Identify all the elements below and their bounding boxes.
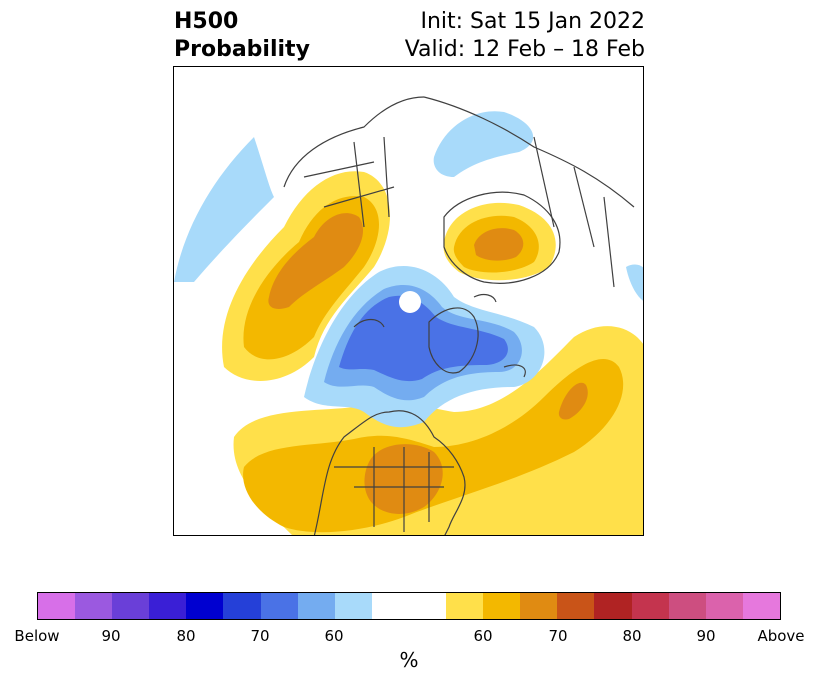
colorbar-swatch: [705, 593, 743, 619]
map-panel: [173, 66, 644, 536]
title-product: Probability: [174, 37, 310, 62]
colorbar-label-above-60: 60: [473, 627, 493, 645]
borders-us: [334, 447, 454, 532]
colorbar-label-above-70: 70: [548, 627, 568, 645]
colorbar-swatch: [112, 593, 150, 619]
colorbar-swatch: [668, 593, 706, 619]
coastline-greenland: [428, 307, 479, 374]
colorbar-label-above: Above: [757, 627, 805, 645]
colorbar-swatch: [742, 593, 780, 619]
colorbar-label-below-80: 80: [176, 627, 196, 645]
colorbar-label-below-70: 70: [250, 627, 270, 645]
light-blue-region-siberia: [433, 111, 534, 177]
colorbar-label-above-90: 90: [696, 627, 716, 645]
colorbar-swatch: [186, 593, 224, 619]
colorbar-swatch: [75, 593, 113, 619]
probability-map: [174, 96, 643, 535]
borders-asia: [303, 136, 615, 288]
colorbar-swatch: [557, 593, 595, 619]
coastline-arctic-islands: [353, 293, 526, 378]
colorbar-unit: %: [399, 648, 419, 672]
colorbar-swatch: [371, 593, 409, 619]
colorbar-swatch: [38, 593, 76, 619]
coastline-asia-east: [423, 96, 635, 208]
colorbar-swatch: [594, 593, 632, 619]
colorbar: [37, 592, 781, 620]
ridge-europe-core: [474, 228, 524, 261]
coastlines: [283, 96, 635, 535]
colorbar-swatch: [334, 593, 372, 619]
colorbar-swatch: [446, 593, 484, 619]
ridge-america-mid: [243, 358, 624, 533]
ridge-atlantic-core: [558, 382, 588, 420]
colorbar-swatch: [408, 593, 447, 619]
trough-arctic-inner: [339, 295, 508, 382]
light-blue-region-east-edge: [626, 264, 643, 301]
pole-hole: [399, 291, 421, 313]
colorbar-label-below-60: 60: [324, 627, 344, 645]
colorbar-swatch: [149, 593, 187, 619]
colorbar-swatch: [483, 593, 521, 619]
colorbar-label-above-80: 80: [622, 627, 642, 645]
title-variable: H500: [174, 9, 239, 34]
colorbar-swatch: [631, 593, 669, 619]
ridge-pacific-core: [268, 213, 364, 309]
valid-range: Valid: 12 Feb – 18 Feb: [404, 37, 645, 62]
colorbar-label-below: Below: [14, 627, 60, 645]
colorbar-swatch: [223, 593, 261, 619]
coastline-europe: [443, 191, 561, 284]
init-date: Init: Sat 15 Jan 2022: [420, 9, 645, 34]
colorbar-swatch: [297, 593, 335, 619]
colorbar-swatch: [520, 593, 558, 619]
colorbar-swatch: [260, 593, 298, 619]
colorbar-label-below-90: 90: [101, 627, 121, 645]
light-blue-region-pacific-west: [174, 137, 274, 282]
chart-title: H500 Probability: [174, 8, 310, 64]
coastline-asia-west: [283, 96, 425, 188]
chart-dates: Init: Sat 15 Jan 2022 Valid: 12 Feb – 18…: [405, 8, 645, 64]
coastline-north-america: [313, 410, 466, 535]
